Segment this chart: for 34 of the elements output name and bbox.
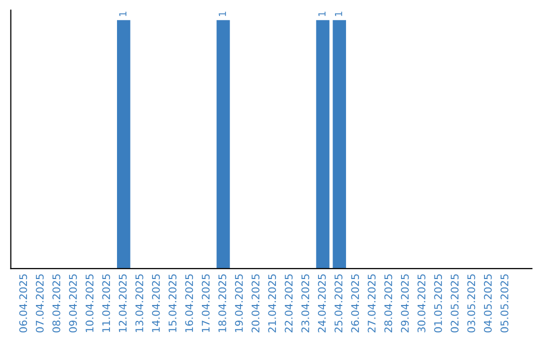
x-tick-label: 10.04.2025 xyxy=(86,274,94,332)
x-tick-label: 22.04.2025 xyxy=(284,274,293,332)
x-tick-label: 15.04.2025 xyxy=(168,274,176,332)
x-tick-label: 04.05.2025 xyxy=(484,274,492,332)
x-tick-label: 26.04.2025 xyxy=(351,274,360,332)
x-tick-label: 07.04.2025 xyxy=(36,274,44,332)
x-tick-label: 08.04.2025 xyxy=(52,274,60,332)
data-label: 1 xyxy=(119,12,126,16)
x-tick-label: 19.04.2025 xyxy=(234,274,243,332)
x-tick-label: 18.04.2025 xyxy=(218,274,226,332)
x-tick-label: 11.04.2025 xyxy=(102,274,110,332)
x-tick-label: 02.05.2025 xyxy=(450,274,459,332)
x-tick-label: 01.05.2025 xyxy=(434,274,442,332)
x-tick-label: 05.05.2025 xyxy=(500,274,508,332)
x-tick-label: 24.04.2025 xyxy=(318,274,326,332)
data-label: 1 xyxy=(334,12,342,16)
x-tick-label: 03.05.2025 xyxy=(467,274,476,332)
x-tick-label: 20.04.2025 xyxy=(252,274,260,332)
data-label: 1 xyxy=(218,12,226,16)
x-tick-label: 16.04.2025 xyxy=(185,274,194,332)
x-tick-label: 13.04.2025 xyxy=(135,274,144,332)
x-tick-label: 06.04.2025 xyxy=(19,274,28,332)
x-tick-label: 17.04.2025 xyxy=(202,274,210,332)
x-tick-label: 27.04.2025 xyxy=(368,274,376,332)
x-tick-label: 25.04.2025 xyxy=(334,274,342,332)
x-tick-label: 12.04.2025 xyxy=(118,274,127,332)
x-tick-label: 28.04.2025 xyxy=(384,274,392,332)
x-tick-label: 23.04.2025 xyxy=(301,274,310,332)
x-tick-label: 21.04.2025 xyxy=(268,274,276,332)
x-tick-label: 09.04.2025 xyxy=(69,274,77,332)
x-tick-label: 30.04.2025 xyxy=(418,274,426,332)
x-tick-label: 29.04.2025 xyxy=(400,274,409,332)
data-label: 1 xyxy=(318,12,326,16)
x-tick-label: 14.04.2025 xyxy=(152,274,160,332)
